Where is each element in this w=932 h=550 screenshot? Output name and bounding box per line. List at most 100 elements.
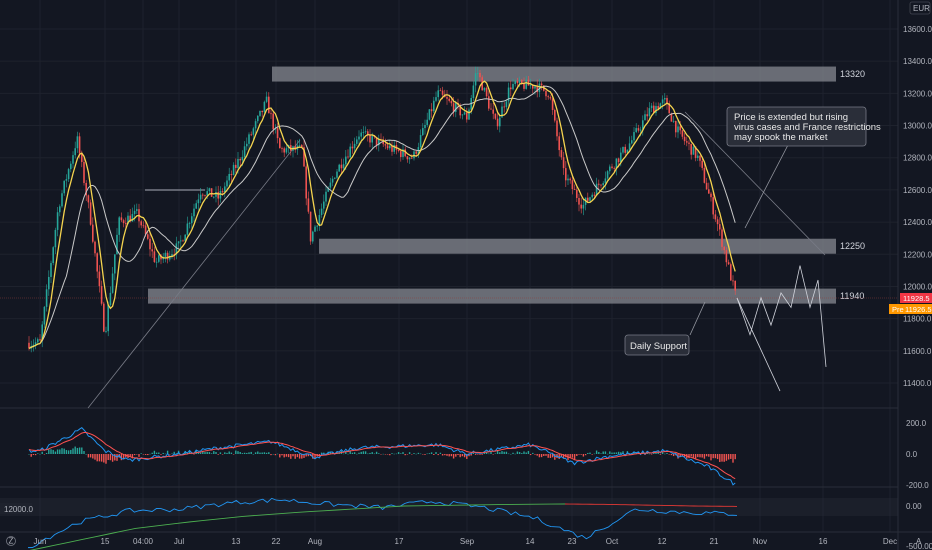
candle-body	[74, 148, 76, 156]
zone-12250[interactable]	[319, 238, 836, 254]
macd-bar	[620, 452, 622, 454]
candle-body	[556, 120, 558, 137]
macd-bar	[485, 451, 488, 454]
macd-bar	[549, 454, 552, 458]
macd-bar	[43, 454, 46, 455]
macd-bar	[547, 454, 549, 458]
macd-bar	[411, 454, 413, 455]
candle-body	[290, 145, 292, 151]
macd-bar	[393, 453, 395, 455]
pre-market-label: Pre	[892, 305, 904, 314]
macd-bar	[349, 450, 351, 454]
macd-bar	[175, 453, 178, 454]
candle-body	[721, 229, 723, 247]
logo-icon[interactable]	[6, 536, 16, 546]
macd-bar	[518, 452, 521, 454]
candle-body	[248, 134, 250, 144]
candle-body	[272, 113, 274, 130]
candle-body	[400, 150, 402, 157]
support-callout-box	[624, 334, 690, 356]
price-callout[interactable]: Price is extended but rising virus cases…	[726, 106, 881, 229]
macd-bar	[87, 454, 90, 458]
candle-body	[94, 241, 96, 254]
macd-bar	[353, 452, 356, 454]
auto-scale-toggle[interactable]: A	[916, 537, 922, 546]
macd-bar	[226, 452, 228, 454]
macd-bar	[149, 453, 151, 455]
macd-bar	[375, 451, 378, 454]
candle-body	[408, 157, 411, 160]
macd-bar	[235, 450, 237, 454]
macd-bar	[54, 451, 57, 454]
candle-body	[406, 156, 409, 160]
oscillator-tick-label: 0.00	[906, 502, 922, 511]
time-tick-label: 21	[710, 537, 719, 546]
macd-bar	[120, 454, 123, 461]
candle-body	[364, 131, 367, 133]
time-axis[interactable]: Jun 15 04:00 Jul 13 22 Aug 17 Sep 14 23 Oct 12 21 Nov 1…	[34, 537, 898, 546]
pre-market-value: 11926.5	[905, 305, 932, 314]
candle-body	[197, 199, 200, 204]
macd-bar	[252, 453, 255, 455]
macd-bar	[129, 454, 131, 457]
macd-bar	[694, 454, 697, 459]
candle-body	[261, 110, 263, 113]
candle-body	[195, 203, 197, 209]
macd-bar	[298, 454, 301, 459]
candle-body	[226, 180, 228, 187]
candle-body	[483, 87, 486, 91]
macd-bar	[424, 454, 426, 455]
macd-bar	[78, 447, 81, 454]
macd-bar	[604, 451, 607, 454]
macd-bar	[32, 454, 35, 456]
candle-body	[353, 143, 356, 149]
zone-13320[interactable]	[272, 66, 836, 82]
currency-label: EUR	[913, 4, 930, 13]
macd-bar	[296, 454, 299, 458]
candle-body	[479, 72, 481, 78]
candle-body	[281, 148, 283, 150]
macd-bar	[527, 450, 530, 454]
candle-body	[428, 109, 431, 120]
macd-bar	[122, 454, 125, 460]
candle-body	[411, 157, 413, 159]
candle-body	[536, 86, 538, 93]
currency-badge[interactable]	[909, 1, 931, 15]
macd-bar	[505, 451, 508, 454]
price-tick-label: 12800.0	[903, 154, 932, 163]
candle-body	[70, 163, 72, 170]
candle-body	[105, 331, 107, 332]
candle-body	[532, 84, 534, 89]
candle-body	[538, 83, 541, 93]
candle-body	[180, 240, 182, 242]
candle-body	[562, 157, 565, 169]
macd-bar	[48, 449, 50, 454]
price-axis[interactable]: 13600.0 13400.0 13200.0 13000.0 12800.0 12600…	[903, 25, 932, 388]
macd-bar	[514, 453, 516, 455]
candle-body	[329, 182, 332, 188]
zone-11940[interactable]	[148, 288, 836, 304]
macd-bar	[441, 454, 444, 456]
macd-bar	[516, 451, 519, 454]
candle-body	[675, 120, 677, 133]
macd-bar	[576, 454, 578, 456]
macd-bar	[672, 454, 675, 457]
candle-body	[547, 96, 549, 98]
candle-body	[604, 178, 607, 184]
candle-body	[554, 109, 556, 121]
candle-body	[637, 128, 640, 131]
candle-body	[485, 87, 488, 97]
candle-body	[468, 109, 470, 120]
macd-bar	[536, 454, 538, 456]
macd-bar	[417, 452, 420, 454]
candle-body	[723, 246, 725, 251]
candle-body	[571, 180, 574, 190]
last-price-value: 11928.5	[903, 294, 930, 303]
candle-body	[125, 223, 127, 225]
candle-body	[472, 85, 475, 98]
macd-bar	[70, 449, 72, 454]
support-callout[interactable]: Daily Support	[624, 301, 706, 356]
candle-body	[76, 136, 79, 149]
candle-body	[325, 191, 327, 202]
